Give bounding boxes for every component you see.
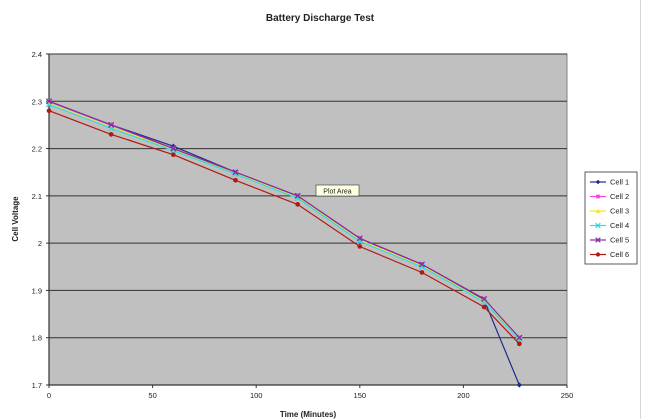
data-point [595, 222, 601, 229]
data-point [45, 98, 53, 105]
data-point [595, 179, 601, 185]
data-point [419, 270, 425, 275]
x-tick-label: 100 [250, 391, 263, 400]
series-6 [46, 108, 522, 347]
data-point [481, 304, 487, 310]
x-tick-label: 0 [47, 391, 51, 400]
data-point [481, 295, 488, 302]
legend[interactable]: Cell 1 Cell 2 Cell 3 Cell 4 Cell 5 Cell 6 [584, 171, 638, 265]
data-point [108, 121, 115, 128]
data-point [356, 235, 363, 242]
tooltip-box [315, 184, 360, 197]
legend-label: Cell 6 [610, 250, 629, 259]
legend-item-2: Cell 2 [590, 192, 629, 201]
data-point [516, 334, 523, 341]
x-tick-label: 200 [457, 391, 470, 400]
plot-area[interactable] [48, 53, 568, 386]
y-axis-label: Cell Voltage [11, 196, 20, 242]
data-point [170, 145, 177, 152]
y-tick-label: 1.7 [32, 381, 42, 390]
y-tick-label: 1.8 [32, 334, 42, 343]
data-point [295, 202, 300, 207]
data-point [418, 261, 426, 268]
x-tick-label: 50 [148, 391, 156, 400]
data-point [517, 341, 522, 347]
data-point [232, 169, 239, 176]
x-tick-label: 250 [561, 391, 574, 400]
plot-area-tooltip: Plot Area [315, 184, 360, 197]
data-point [596, 194, 600, 199]
data-point [595, 208, 601, 213]
legend-item-6: Cell 6 [590, 250, 629, 259]
data-point [233, 177, 238, 183]
axes: 1.7 1.8 1.9 2 2.1 2.2 2.3 2.4 0 50 100 150 200 250 [32, 50, 574, 400]
legend-item-3: Cell 3 [590, 207, 629, 216]
window-edge [640, 0, 641, 419]
y-tick-label: 2 [38, 239, 42, 248]
data-point [108, 132, 114, 137]
legend-label: Cell 1 [610, 178, 629, 187]
chart-title: Battery Discharge Test [266, 13, 375, 24]
data-point [357, 244, 363, 249]
x-axis-label: Time (Minutes) [280, 410, 337, 419]
legend-item-1: Cell 1 [590, 178, 629, 187]
legend-label: Cell 5 [610, 236, 629, 245]
y-tick-label: 2.1 [32, 192, 42, 201]
legend-item-5: Cell 5 [590, 236, 629, 245]
data-point [170, 152, 176, 158]
series-group [45, 98, 523, 388]
data-point [516, 382, 522, 388]
legend-box [584, 171, 638, 265]
data-point [595, 252, 601, 257]
series-5 [45, 98, 523, 341]
legend-label: Cell 2 [610, 192, 629, 201]
data-point [595, 237, 601, 243]
data-point [46, 108, 52, 114]
data-point [516, 336, 522, 342]
data-point [294, 192, 301, 199]
y-tick-label: 2.4 [32, 50, 42, 59]
y-tick-label: 2.2 [32, 145, 42, 154]
x-tick-label: 150 [354, 391, 367, 400]
y-tick-label: 2.3 [32, 97, 42, 106]
y-tick-label: 1.9 [32, 286, 42, 295]
legend-item-4: Cell 4 [590, 221, 629, 230]
tooltip-text: Plot Area [323, 189, 352, 196]
legend-label: Cell 4 [610, 221, 629, 230]
legend-label: Cell 3 [610, 207, 629, 216]
